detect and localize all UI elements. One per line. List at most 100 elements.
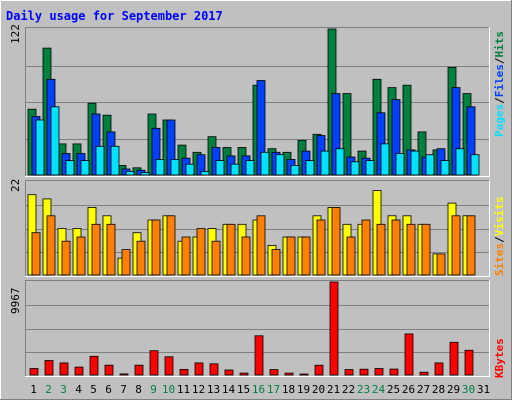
day-label: 22: [342, 383, 355, 396]
bar-kbytes-day-10: [164, 356, 174, 376]
day-label: 28: [432, 383, 445, 396]
day-label: 27: [417, 383, 430, 396]
bar-kbytes-day-24: [374, 368, 384, 376]
bar-sites-day-17: [271, 249, 281, 276]
day-label: 11: [177, 383, 190, 396]
legend-kbytes: KBytes: [493, 338, 506, 378]
bar-sites-day-11: [181, 236, 191, 276]
bar-sites-day-9: [151, 219, 161, 276]
day-label: 19: [297, 383, 310, 396]
bar-pages-day-17: [275, 154, 285, 176]
bar-kbytes-day-3: [59, 362, 69, 376]
bar-kbytes-day-23: [359, 368, 369, 376]
day-label: 2: [45, 383, 52, 396]
visits-sites-panel: [25, 180, 490, 277]
day-label: 13: [207, 383, 220, 396]
bar-sites-day-1: [31, 232, 41, 276]
bar-kbytes-day-28: [434, 362, 444, 376]
day-label: 18: [282, 383, 295, 396]
day-label: 15: [237, 383, 250, 396]
day-label: 21: [327, 383, 340, 396]
bar-kbytes-day-9: [149, 350, 159, 376]
bar-sites-day-23: [361, 219, 371, 276]
bar-pages-day-16: [260, 151, 270, 176]
bar-pages-day-25: [395, 153, 405, 176]
day-label: 26: [402, 383, 415, 396]
bar-pages-day-27: [425, 154, 435, 176]
kbytes-legend: KBytes: [493, 338, 506, 378]
bar-pages-day-22: [350, 161, 360, 176]
bar-pages-day-11: [185, 163, 195, 176]
bar-kbytes-day-20: [314, 364, 324, 376]
bar-pages-day-13: [215, 160, 225, 176]
bar-kbytes-day-15: [239, 372, 249, 376]
bar-sites-day-4: [76, 236, 86, 276]
bar-pages-day-9: [155, 158, 165, 176]
kbytes-axis-max-label: 9967: [9, 288, 22, 315]
bar-pages-day-18: [290, 164, 300, 176]
bar-pages-day-6: [110, 145, 120, 176]
bar-pages-day-29: [455, 148, 465, 176]
bar-sites-day-7: [121, 249, 131, 276]
bar-sites-day-12: [196, 228, 206, 276]
bar-kbytes-day-19: [299, 373, 309, 376]
bar-sites-day-27: [421, 223, 431, 276]
bar-sites-day-28: [436, 253, 446, 276]
bar-kbytes-day-14: [224, 369, 234, 376]
bar-kbytes-day-4: [74, 366, 84, 376]
bar-sites-day-26: [406, 223, 416, 276]
day-label: 5: [90, 383, 97, 396]
bar-kbytes-day-5: [89, 355, 99, 376]
bar-pages-day-14: [230, 163, 240, 176]
bar-kbytes-day-30: [464, 349, 474, 376]
bar-sites-day-20: [316, 219, 326, 276]
legend-sites: Sites: [493, 243, 506, 276]
bar-sites-day-2: [46, 215, 56, 276]
day-label: 6: [105, 383, 112, 396]
bar-kbytes-day-22: [344, 369, 354, 376]
bar-kbytes-day-6: [104, 364, 114, 376]
bar-kbytes-day-12: [194, 362, 204, 376]
day-label: 24: [372, 383, 386, 396]
bar-kbytes-day-26: [404, 333, 414, 376]
day-label: 9: [150, 383, 157, 396]
bar-pages-day-24: [380, 143, 390, 176]
chart-title: Daily usage for September 2017: [6, 9, 223, 23]
bar-pages-day-4: [80, 160, 90, 176]
day-label: 30: [462, 383, 475, 396]
bar-kbytes-day-16: [254, 335, 264, 376]
bar-pages-day-30: [470, 154, 480, 176]
bar-sites-day-22: [346, 236, 356, 276]
bar-sites-day-24: [376, 223, 386, 276]
day-label: 20: [312, 383, 325, 396]
bar-sites-day-21: [331, 206, 341, 276]
bar-kbytes-day-8: [134, 364, 144, 376]
bar-sites-day-6: [106, 223, 116, 276]
bar-pages-day-2: [50, 106, 60, 176]
day-label: 4: [75, 383, 82, 396]
bar-kbytes-day-11: [179, 368, 189, 376]
bar-pages-day-21: [335, 148, 345, 176]
bar-pages-day-26: [410, 150, 420, 176]
bar-sites-day-30: [466, 215, 476, 276]
bar-sites-day-29: [451, 215, 461, 276]
bar-pages-day-7: [125, 170, 135, 176]
hits-files-pages-panel: [25, 27, 490, 177]
visits-sites-legend: Sites/Visits: [493, 197, 506, 277]
visits-axis-max-label: 22: [9, 179, 22, 192]
bar-sites-day-14: [226, 223, 236, 276]
legend-pages: Pages: [493, 104, 506, 137]
bar-sites-day-3: [61, 240, 71, 276]
hits-files-pages-legend: Pages/Files/Hits: [493, 31, 506, 137]
bar-pages-day-3: [65, 160, 75, 176]
bar-kbytes-day-18: [284, 372, 294, 376]
bar-pages-day-28: [440, 160, 450, 176]
day-label: 23: [357, 383, 370, 396]
day-label: 10: [162, 383, 175, 396]
kbytes-panel: [25, 280, 490, 377]
bar-pages-day-20: [320, 150, 330, 176]
day-label: 16: [252, 383, 265, 396]
bar-pages-day-5: [95, 145, 105, 176]
hits-axis-max-label: 122: [9, 24, 22, 44]
